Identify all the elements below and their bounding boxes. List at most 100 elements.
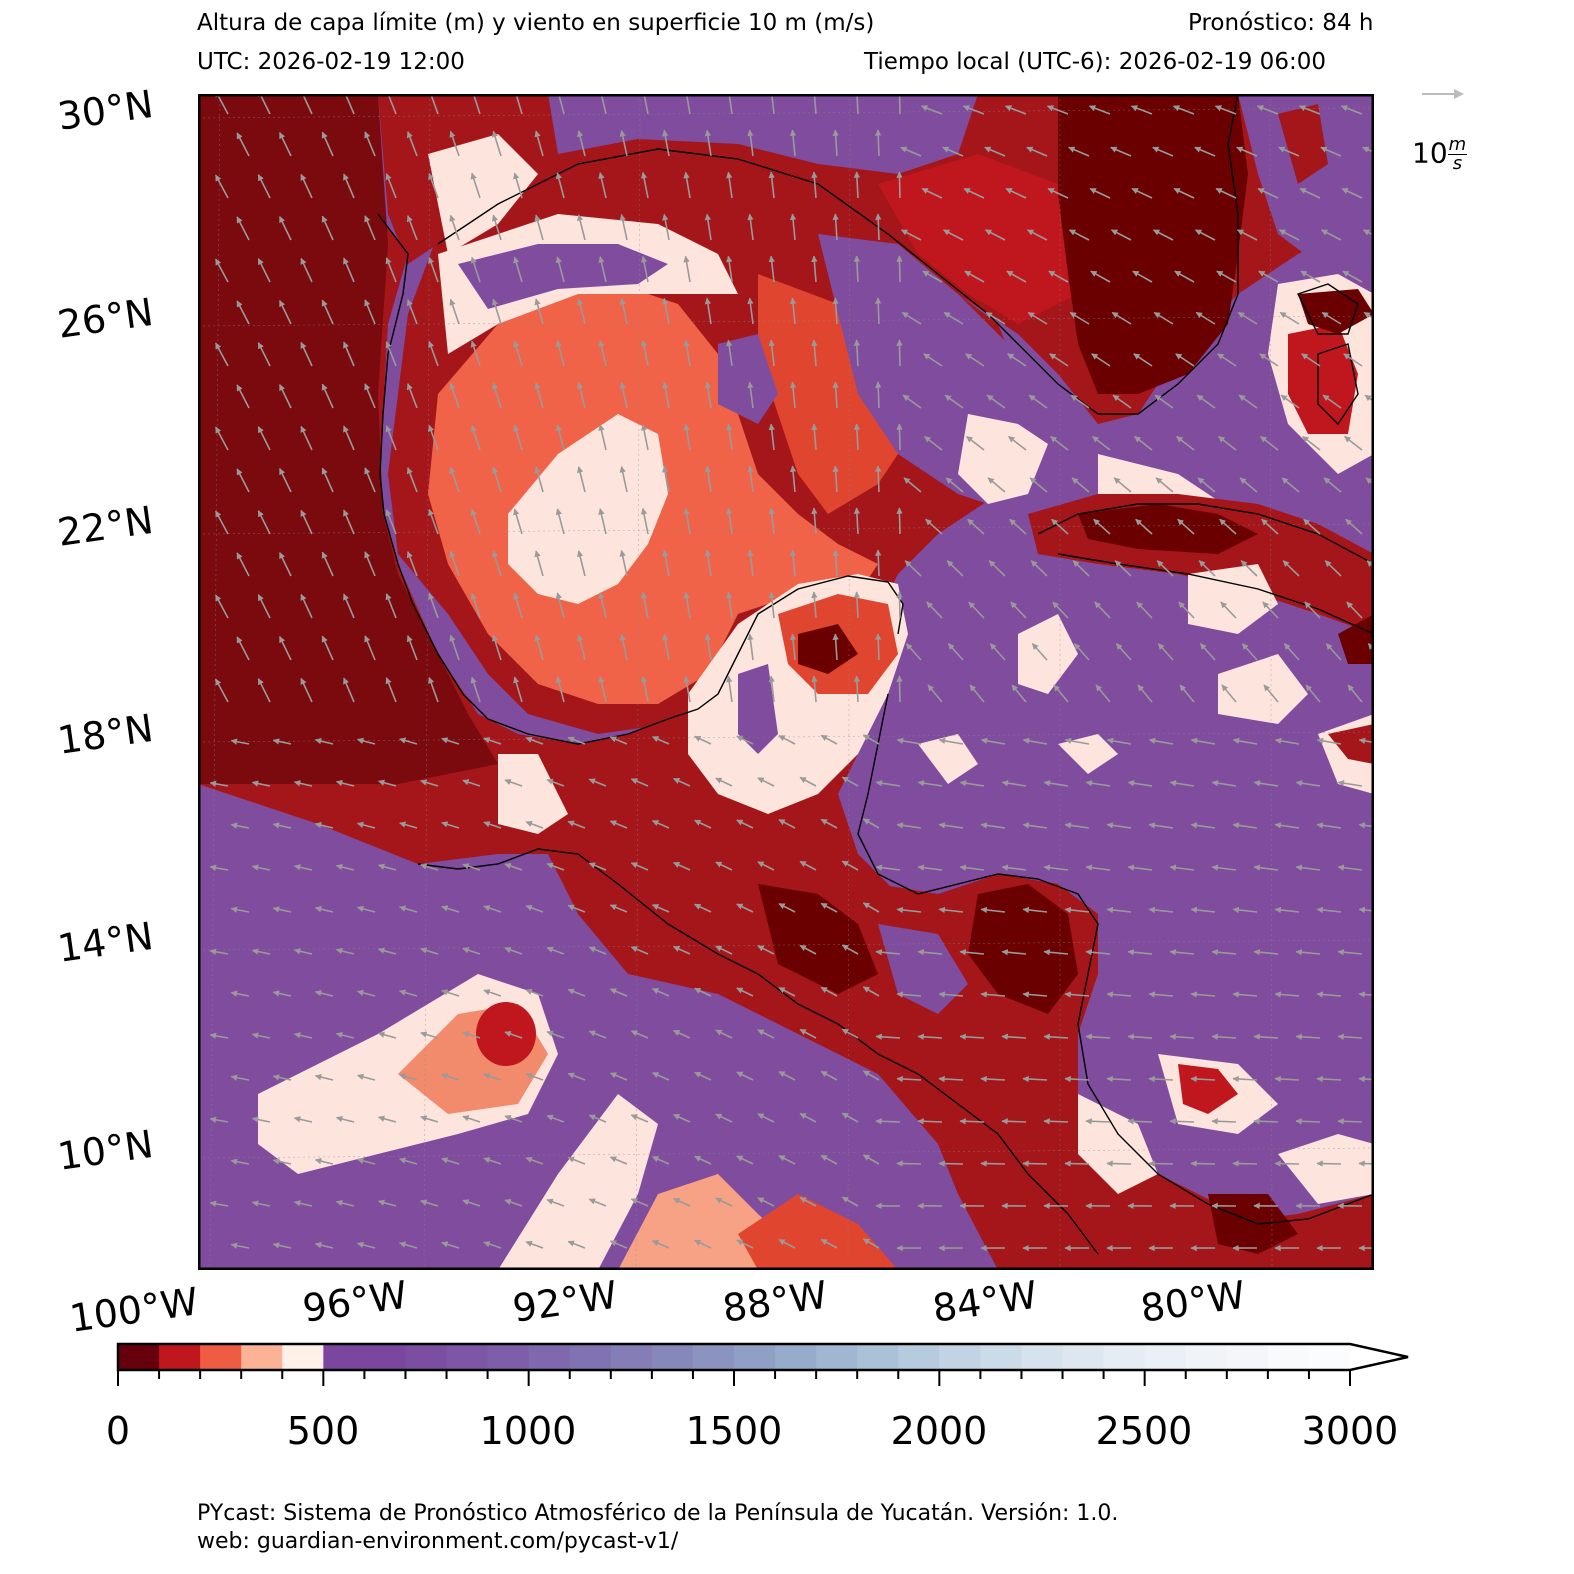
wind-arrow — [470, 508, 481, 535]
wind-arrow — [694, 819, 712, 829]
colorbar-cell — [159, 1344, 201, 1370]
colorbar-tick-0: 0 — [105, 1409, 131, 1453]
wind-arrow — [1043, 864, 1069, 871]
wind-arrow — [377, 863, 397, 871]
wind-arrow — [525, 1072, 544, 1081]
colorbar-tick-3000: 3000 — [1301, 1409, 1399, 1453]
wind-arrow — [491, 634, 502, 661]
colorbar-cell — [241, 1344, 283, 1370]
wind-arrow — [1232, 1075, 1258, 1083]
wind-arrow — [942, 229, 964, 241]
wind-arrow — [619, 213, 628, 241]
wind-arrow — [778, 734, 796, 745]
wind-arrow — [640, 94, 649, 115]
wind-arrow — [1111, 311, 1132, 325]
wind-arrow — [938, 1160, 964, 1167]
wind-arrow — [1030, 560, 1048, 577]
wind-arrow — [799, 1196, 817, 1207]
quiver-key-value: 10 — [1412, 136, 1448, 170]
wind-arrow — [1153, 311, 1174, 325]
wind-arrow — [1274, 991, 1300, 998]
wind-arrow — [491, 298, 502, 325]
wind-arrow — [811, 507, 818, 535]
wind-arrow — [1358, 991, 1374, 998]
wind-arrow — [470, 340, 481, 367]
wind-arrow — [598, 340, 607, 367]
wind-arrow — [980, 822, 1006, 829]
wind-arrow — [555, 676, 565, 703]
wind-arrow — [1070, 394, 1090, 409]
wind-arrow — [428, 508, 439, 535]
wind-arrow — [726, 339, 733, 367]
colorbar-tick-2000: 2000 — [890, 1409, 988, 1453]
wind-arrow — [747, 549, 754, 577]
wind-arrow — [1046, 105, 1069, 115]
wind-arrow — [470, 256, 481, 283]
wind-arrow — [768, 255, 775, 283]
wind-arrow — [504, 1030, 523, 1039]
wind-arrow — [1345, 518, 1363, 535]
wind-arrow — [385, 257, 397, 283]
wind-arrow — [406, 551, 418, 577]
wind-arrow — [640, 255, 649, 283]
wind-arrow — [504, 862, 523, 871]
wind-arrow — [986, 394, 1006, 409]
wind-arrow — [673, 777, 691, 787]
wind-arrow — [980, 991, 1006, 998]
colorbar-cell — [980, 1344, 1023, 1370]
wind-arrow — [811, 423, 818, 451]
land-west-mexico — [198, 94, 498, 784]
wind-arrow — [1179, 684, 1195, 703]
wind-arrow — [406, 215, 418, 241]
forecast-hour: Pronóstico: 84 h — [1188, 10, 1374, 36]
wind-arrow — [1232, 1160, 1258, 1167]
wind-arrow — [1085, 1033, 1111, 1040]
wind-arrow — [343, 341, 355, 367]
pbl-height-map — [198, 94, 1374, 1270]
wind-arrow — [640, 423, 649, 451]
colorbar-cell — [528, 1344, 571, 1370]
wind-arrow — [980, 1160, 1006, 1167]
wind-arrow — [293, 1200, 313, 1207]
wind-arrow — [853, 423, 861, 451]
wind-arrow — [927, 684, 943, 703]
wind-arrow — [230, 906, 250, 913]
wind-arrow — [1358, 906, 1374, 914]
wind-arrow — [609, 904, 628, 913]
wind-arrow — [980, 1075, 1006, 1083]
wind-arrow — [356, 821, 376, 829]
wind-arrow — [1274, 1160, 1300, 1167]
wind-arrow — [1064, 906, 1090, 914]
wind-arrow — [1232, 906, 1258, 914]
wind-arrow — [1010, 601, 1027, 619]
wind-arrow — [1169, 1033, 1195, 1040]
wind-arrow — [1053, 684, 1069, 703]
wind-arrow — [1001, 1033, 1027, 1040]
wind-arrow — [1131, 187, 1153, 199]
wind-arrow — [1196, 394, 1216, 409]
wind-arrow — [230, 990, 250, 997]
wind-arrow — [272, 906, 292, 913]
wind-arrow — [335, 947, 355, 955]
wind-arrow — [609, 1072, 628, 1081]
wind-arrow — [1064, 1160, 1090, 1167]
wind-arrow — [555, 256, 565, 283]
wind-arrow — [420, 1031, 439, 1039]
wind-arrow — [1366, 560, 1374, 569]
colorbar-cell — [1226, 1344, 1269, 1370]
colorbar-outline — [116, 1342, 1409, 1372]
wind-arrow — [1295, 864, 1321, 871]
colorbar-extend-triangle — [1350, 1344, 1408, 1370]
wind-arrow — [314, 1242, 334, 1249]
wind-arrow — [1214, 105, 1237, 115]
colorbar-cell — [651, 1344, 694, 1370]
wind-arrow — [896, 591, 903, 619]
wind-arrow — [1216, 270, 1237, 283]
wind-arrow — [841, 776, 859, 787]
wind-arrow — [1072, 560, 1090, 577]
wind-arrow — [768, 171, 775, 199]
wind-arrow — [896, 991, 922, 998]
wind-arrow — [1323, 477, 1342, 493]
wind-arrow — [694, 903, 712, 913]
wind-arrow — [420, 863, 439, 871]
